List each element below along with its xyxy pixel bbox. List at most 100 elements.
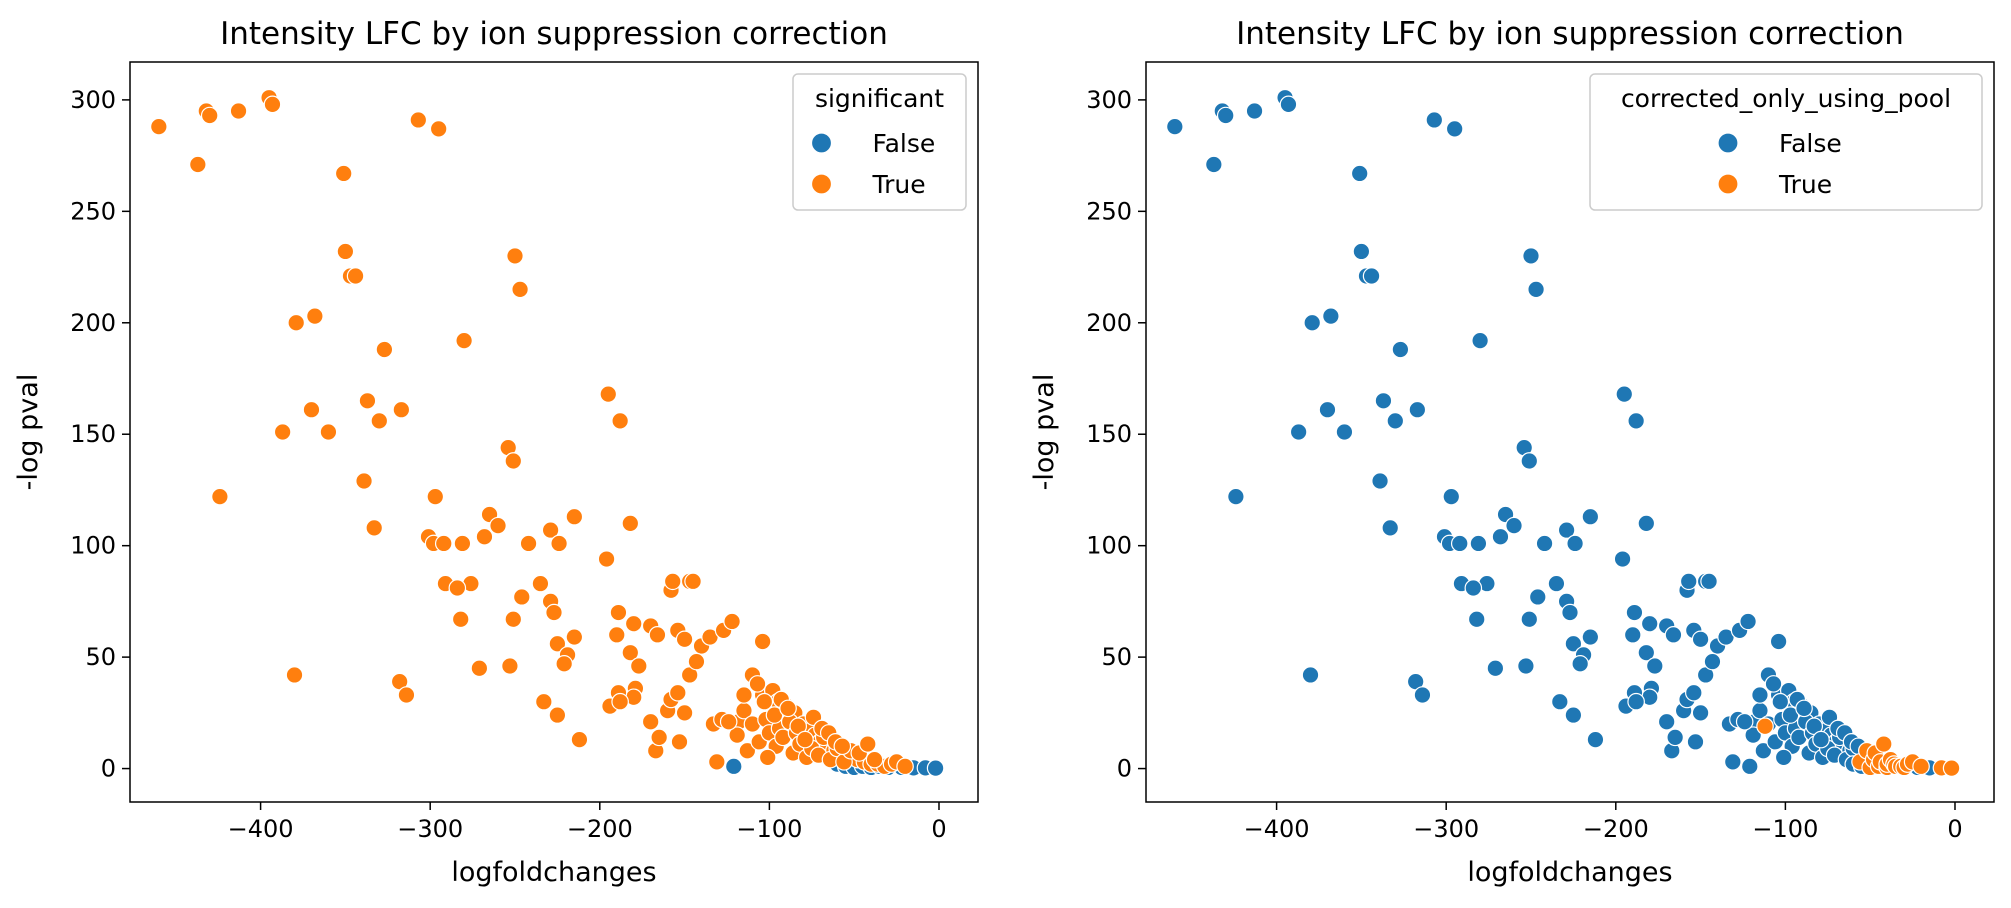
point-true <box>748 675 767 693</box>
point-false <box>1442 487 1461 506</box>
point-true <box>365 519 384 537</box>
point-true <box>470 659 489 678</box>
point-false <box>1527 280 1545 299</box>
point-false <box>1289 423 1308 441</box>
point-true <box>306 307 324 325</box>
y-tick-label: 150 <box>1086 420 1132 448</box>
point-false <box>1245 102 1264 120</box>
point-true <box>565 507 584 526</box>
point-true <box>1912 757 1930 776</box>
point-true <box>375 340 394 359</box>
point-true <box>1874 735 1893 753</box>
point-true <box>285 666 304 684</box>
point-false <box>1547 574 1566 593</box>
point-false <box>1535 534 1554 553</box>
x-axis-label: logfoldchanges <box>1467 857 1672 888</box>
legend-marker-false <box>1717 132 1739 154</box>
point-false <box>1613 550 1632 568</box>
point-false <box>1581 628 1600 646</box>
point-false <box>1564 706 1583 724</box>
x-tick-label: −200 <box>1583 815 1649 843</box>
point-false <box>1735 712 1754 731</box>
point-true <box>597 550 616 568</box>
point-true <box>455 331 473 350</box>
point-true <box>650 728 668 747</box>
point-true <box>723 612 741 631</box>
point-true <box>669 683 687 702</box>
point-false <box>1322 307 1340 325</box>
point-true <box>535 692 553 711</box>
point-true <box>263 95 282 114</box>
point-true <box>453 534 472 553</box>
chart-panel-1: Intensity LFC by ion suppression correct… <box>13 16 979 888</box>
chart-title: Intensity LFC by ion suppression correct… <box>1236 16 1904 52</box>
point-false <box>1657 712 1676 731</box>
point-false <box>1764 675 1783 693</box>
legend-label-false: False <box>1779 129 1842 158</box>
scatter-points <box>1166 88 1961 777</box>
point-true <box>287 313 306 332</box>
point-false <box>1751 686 1769 704</box>
point-true <box>451 610 470 629</box>
point-true <box>355 472 373 490</box>
point-false <box>1666 728 1684 747</box>
point-true <box>200 106 219 125</box>
x-tick-label: −400 <box>228 815 294 843</box>
point-true <box>833 737 852 756</box>
chart-panel-2: Intensity LFC by ion suppression correct… <box>1029 16 1995 888</box>
point-false <box>1445 120 1464 138</box>
point-true <box>753 632 772 651</box>
point-false <box>1381 519 1400 537</box>
x-tick-label: −100 <box>1752 815 1818 843</box>
point-false <box>1691 630 1710 649</box>
point-true <box>621 643 640 662</box>
point-false <box>1691 704 1710 722</box>
point-false <box>1350 164 1369 183</box>
point-false <box>1625 603 1644 622</box>
point-true <box>426 487 445 506</box>
point-true <box>629 657 648 675</box>
legend-label-false: False <box>873 129 936 158</box>
point-false <box>1685 683 1703 702</box>
point-false <box>1623 626 1642 644</box>
point-false <box>1703 652 1722 671</box>
point-false <box>1413 686 1432 704</box>
point-true <box>648 626 667 644</box>
point-true <box>621 514 640 533</box>
y-tick-label: 200 <box>70 309 116 337</box>
axes-frame <box>129 61 979 803</box>
point-false <box>1520 610 1539 629</box>
point-true <box>611 692 629 711</box>
point-true <box>475 527 494 546</box>
point-false <box>1769 632 1788 651</box>
y-tick-label: 0 <box>101 755 116 783</box>
y-tick-label: 100 <box>1086 532 1132 560</box>
x-tick-label: 0 <box>931 815 946 843</box>
point-true <box>670 733 689 751</box>
point-false <box>1425 111 1444 129</box>
x-axis-label: logfoldchanges <box>451 857 656 888</box>
point-false <box>1279 95 1298 114</box>
scatter-points <box>150 88 945 777</box>
point-false <box>1571 655 1589 673</box>
point-true <box>607 626 626 644</box>
point-true <box>229 102 248 120</box>
point-true <box>429 120 448 138</box>
point-false <box>1505 516 1523 535</box>
point-false <box>1646 657 1664 675</box>
point-false <box>926 759 945 777</box>
point-false <box>1586 730 1605 749</box>
point-false <box>1774 748 1793 767</box>
legend-label-true: True <box>1778 170 1832 199</box>
point-false <box>1464 579 1483 597</box>
point-true <box>624 614 643 633</box>
point-true <box>504 610 523 629</box>
point-true <box>511 280 529 299</box>
point-false <box>1486 659 1505 678</box>
point-false <box>1491 527 1510 546</box>
point-false <box>1469 534 1488 553</box>
point-false <box>1754 741 1773 760</box>
point-false <box>1391 340 1410 359</box>
point-false <box>1566 534 1584 553</box>
point-true <box>512 588 531 606</box>
